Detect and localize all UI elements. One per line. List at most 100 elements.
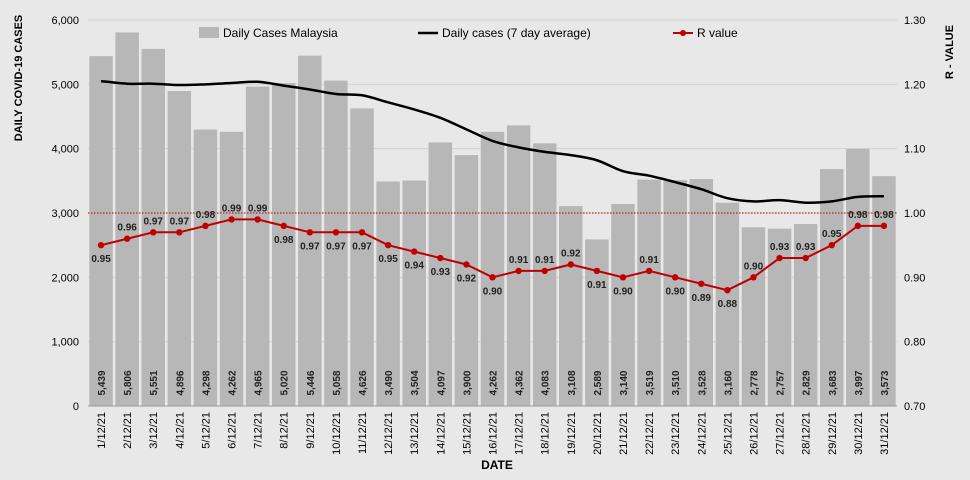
legend-label-daily-cases: Daily Cases Malaysia <box>223 26 338 40</box>
r-value-point <box>437 254 444 262</box>
bar <box>219 131 244 406</box>
r-value-point <box>698 280 705 287</box>
r-value-point <box>828 241 835 249</box>
bar-value-label: 4,896 <box>175 370 186 395</box>
y-tick-label: 4,000 <box>51 144 79 156</box>
bar <box>611 203 635 406</box>
bar <box>820 169 844 406</box>
r-value-label: 0.90 <box>483 286 503 297</box>
bar <box>689 179 714 406</box>
r-value-point <box>880 222 888 230</box>
r-value-point <box>671 274 679 281</box>
r-value-label: 0.88 <box>718 299 738 310</box>
r-value-label: 0.95 <box>378 254 398 265</box>
bar <box>506 125 531 407</box>
x-tick-label: 2/12/21 <box>122 412 134 449</box>
x-tick-label: 26/12/21 <box>748 412 760 455</box>
r-value-label: 0.93 <box>431 267 451 278</box>
y2-tick-label: 1.30 <box>904 15 925 27</box>
r-value-point <box>463 261 470 268</box>
bar-value-label: 3,900 <box>462 370 473 395</box>
bar <box>767 228 792 406</box>
y2-tick-label: 1.00 <box>904 208 925 220</box>
r-value-label: 0.91 <box>639 255 659 266</box>
bar-value-label: 3,140 <box>619 370 630 395</box>
bar-value-label: 3,490 <box>384 370 395 395</box>
r-value-label: 0.89 <box>692 293 712 304</box>
legend-label-seven-day-average: Daily cases (7 day average) <box>442 26 591 40</box>
r-value-label: 0.99 <box>248 203 268 214</box>
x-tick-label: 16/12/21 <box>488 412 500 455</box>
x-tick-label: 10/12/21 <box>331 412 343 455</box>
r-value-point <box>358 229 366 236</box>
bar-value-label: 4,262 <box>489 370 500 395</box>
x-tick-label: 13/12/21 <box>409 412 421 455</box>
x-tick-label: 28/12/21 <box>801 412 813 455</box>
r-value-label: 0.90 <box>665 286 685 297</box>
x-tick-label: 7/12/21 <box>253 412 265 449</box>
bar <box>846 148 870 406</box>
y-axis-title: DAILY COVID-19 CASES <box>13 15 25 142</box>
r-value-point <box>489 274 496 281</box>
x-tick-label: 23/12/21 <box>670 412 682 455</box>
bar <box>271 83 296 407</box>
r-value-point <box>724 287 731 294</box>
x-tick-label: 21/12/21 <box>618 412 630 455</box>
legend-label-r-value: R value <box>697 26 738 40</box>
bar-value-label: 2,757 <box>776 370 787 395</box>
bar <box>715 202 740 406</box>
r-value-label: 0.91 <box>587 280 607 291</box>
r-value-point <box>150 229 157 236</box>
bar <box>376 181 400 406</box>
x-tick-label: 22/12/21 <box>644 412 656 455</box>
bar-value-label: 3,528 <box>697 370 708 395</box>
x-tick-label: 12/12/21 <box>383 412 395 455</box>
r-value-label: 0.97 <box>144 216 164 227</box>
bar-value-label: 3,573 <box>880 370 891 395</box>
x-tick-label: 1/12/21 <box>96 412 108 449</box>
r-value-point <box>593 267 601 275</box>
bar-value-label: 3,519 <box>645 370 656 395</box>
r-value-label: 0.98 <box>196 210 216 221</box>
seven-day-average-line <box>100 79 884 205</box>
r-value-label: 0.92 <box>457 273 477 284</box>
x-tick-label: 30/12/21 <box>853 412 865 455</box>
r-value-label: 0.98 <box>274 235 294 246</box>
right-axis-ticks: 0.70 0.80 0.90 1.00 1.10 1.20 1.30 <box>904 15 925 413</box>
r-value-label: 0.90 <box>744 261 764 272</box>
bar-series <box>89 32 896 407</box>
y-tick-label: 2,000 <box>51 272 79 284</box>
bar <box>167 91 192 407</box>
x-tick-label: 29/12/21 <box>827 412 839 455</box>
r-value-label: 0.93 <box>770 242 790 253</box>
x-tick-label: 20/12/21 <box>592 412 604 455</box>
x-tick-label: 9/12/21 <box>305 412 317 449</box>
bar-value-label: 4,083 <box>541 370 552 395</box>
bar <box>324 80 348 407</box>
x-tick-label: 4/12/21 <box>174 412 186 449</box>
r-value-points <box>97 216 888 294</box>
bar-value-label: 5,439 <box>97 370 108 395</box>
r-value-label: 0.97 <box>326 241 346 252</box>
x-tick-label: 14/12/21 <box>435 412 447 455</box>
r-value-label: 0.93 <box>796 242 816 253</box>
r-value-label: 0.99 <box>222 203 242 214</box>
bar <box>532 143 557 406</box>
r-value-point <box>332 229 340 236</box>
r-value-point <box>306 229 314 236</box>
bar <box>193 129 218 406</box>
r-value-point <box>854 222 862 230</box>
r-value-point <box>802 254 809 262</box>
bar-value-label: 2,778 <box>749 370 760 395</box>
legend-swatch-r-value-marker <box>680 30 686 36</box>
bar-value-label: 4,626 <box>358 370 369 395</box>
y2-tick-label: 0.90 <box>904 272 925 284</box>
r-value-label: 0.95 <box>822 229 842 240</box>
y-tick-label: 5,000 <box>51 79 79 91</box>
x-tick-label: 8/12/21 <box>279 412 291 449</box>
y2-tick-label: 0.70 <box>904 401 925 413</box>
bar-value-label: 5,551 <box>149 370 160 395</box>
r-value-point <box>750 274 757 281</box>
bar <box>454 155 479 406</box>
